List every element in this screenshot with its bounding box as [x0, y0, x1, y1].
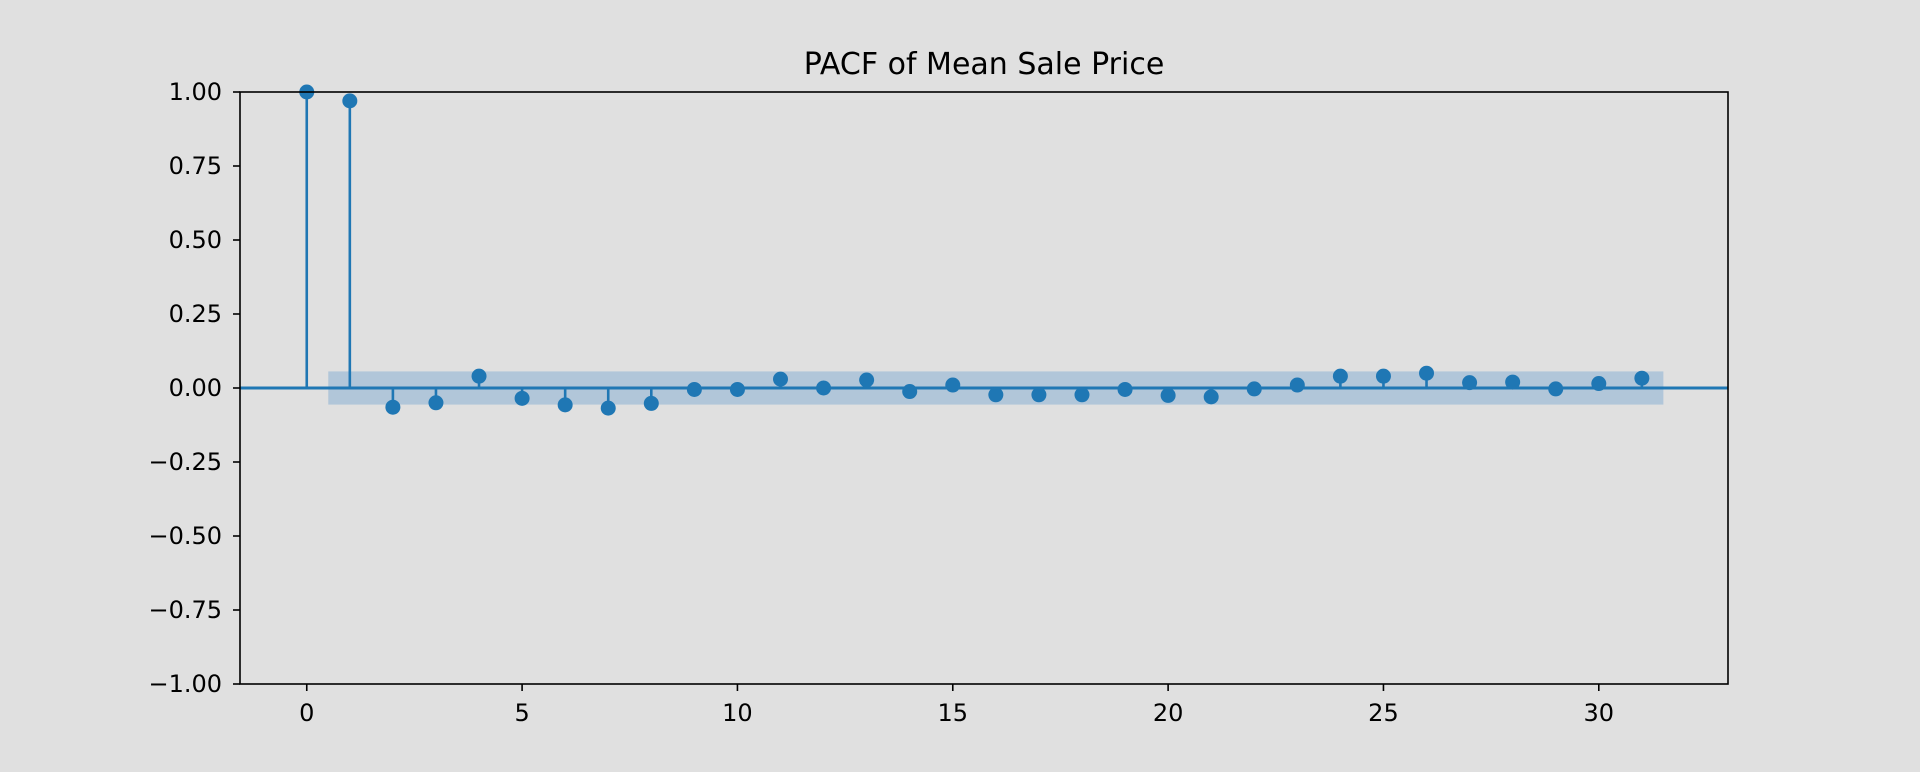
marker-lag-17	[1031, 387, 1047, 403]
marker-lag-28	[1505, 374, 1521, 390]
marker-lag-16	[988, 387, 1004, 403]
marker-lag-20	[1160, 387, 1176, 403]
y-tick-label-2: 0.50	[169, 226, 222, 254]
marker-lag-7	[600, 400, 616, 416]
y-tick-label-4: 0.00	[169, 374, 222, 402]
marker-lag-14	[902, 384, 918, 400]
plot-frame	[239, 91, 1729, 685]
y-tick-label-0: 1.00	[169, 78, 222, 106]
markers-layer	[299, 84, 1650, 416]
x-tick-label-20: 20	[1153, 699, 1184, 727]
marker-lag-5	[514, 390, 530, 406]
chart-title: PACF of Mean Sale Price	[804, 47, 1165, 82]
x-tick-label-0: 0	[299, 699, 314, 727]
marker-lag-11	[773, 371, 789, 387]
marker-lag-10	[729, 381, 745, 397]
y-tick-label-5: −0.25	[148, 448, 222, 476]
marker-lag-30	[1591, 376, 1607, 392]
marker-lag-12	[816, 380, 832, 396]
marker-lag-27	[1462, 375, 1478, 391]
y-tick-label-3: 0.25	[169, 300, 222, 328]
marker-lag-19	[1117, 381, 1133, 397]
ticks-layer: 0 5 10 15 20 25 30 1.00 0.75 0.50 0.25 0.00 −0.25 −0.…	[148, 78, 1614, 727]
marker-lag-25	[1375, 368, 1391, 384]
x-tick-label-10: 10	[722, 699, 753, 727]
x-tick-label-25: 25	[1368, 699, 1399, 727]
marker-lag-29	[1548, 381, 1564, 397]
marker-lag-18	[1074, 387, 1090, 403]
y-tick-label-8: −1.00	[148, 670, 222, 698]
y-tick-label-6: −0.50	[148, 522, 222, 550]
marker-lag-2	[385, 399, 401, 415]
marker-lag-31	[1634, 370, 1650, 386]
marker-lag-21	[1203, 389, 1219, 405]
marker-lag-9	[686, 381, 702, 397]
y-tick-label-7: −0.75	[148, 596, 222, 624]
marker-lag-24	[1332, 368, 1348, 384]
x-tick-label-30: 30	[1584, 699, 1615, 727]
y-tick-label-1: 0.75	[169, 152, 222, 180]
marker-lag-22	[1246, 381, 1262, 397]
marker-lag-13	[859, 372, 875, 388]
marker-lag-4	[471, 368, 487, 384]
marker-lag-3	[428, 395, 444, 411]
marker-lag-23	[1289, 377, 1305, 393]
marker-lag-1	[342, 93, 358, 109]
marker-lag-26	[1419, 365, 1435, 381]
marker-lag-6	[557, 397, 573, 413]
x-tick-label-5: 5	[514, 699, 529, 727]
x-tick-label-15: 15	[938, 699, 969, 727]
marker-lag-8	[643, 395, 659, 411]
marker-lag-15	[945, 377, 961, 393]
